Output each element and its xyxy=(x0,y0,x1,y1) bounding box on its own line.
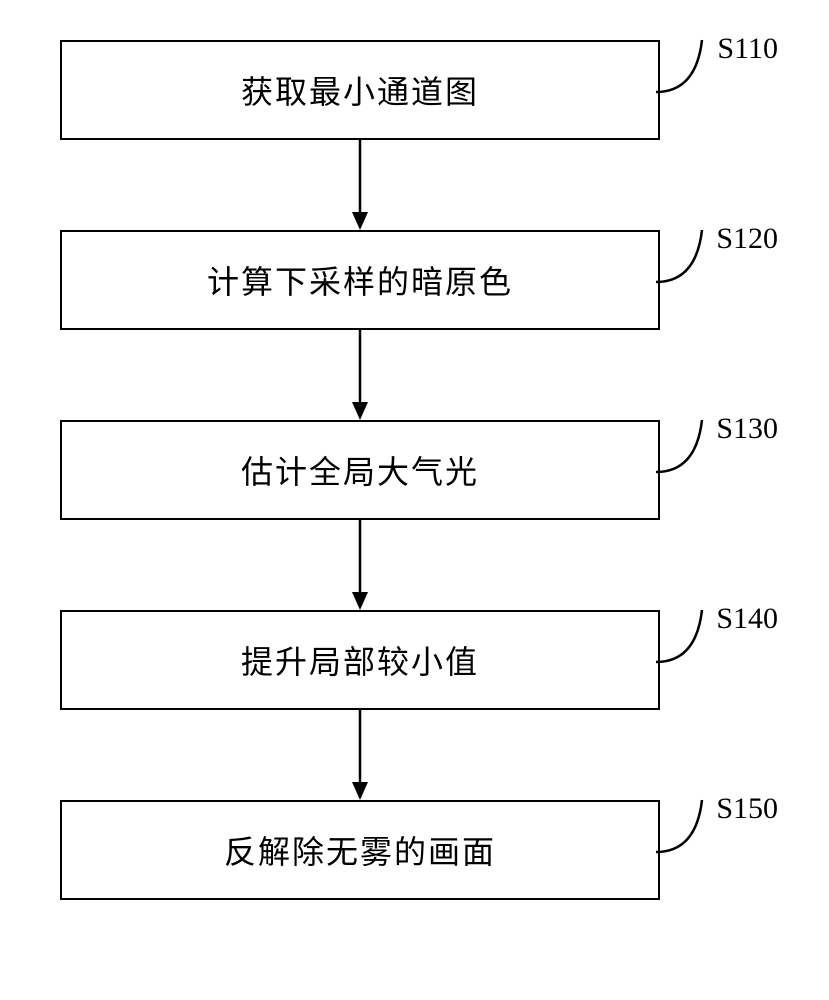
flow-arrow xyxy=(60,710,660,800)
flow-step-box: 估计全局大气光 S130 xyxy=(60,420,660,520)
connector-curve-icon xyxy=(654,224,714,289)
flow-step-box: 计算下采样的暗原色 S120 xyxy=(60,230,660,330)
flow-arrow xyxy=(60,140,660,230)
flow-step-box: 获取最小通道图 S110 xyxy=(60,40,660,140)
connector-curve-icon xyxy=(654,34,714,99)
flow-step-label: S130 xyxy=(716,412,778,446)
flow-step-label: S110 xyxy=(717,32,778,66)
flow-step-text: 提升局部较小值 xyxy=(241,637,479,683)
connector-curve-icon xyxy=(654,604,714,669)
flow-arrow xyxy=(60,330,660,420)
flow-step-box: 提升局部较小值 S140 xyxy=(60,610,660,710)
flow-step-text: 获取最小通道图 xyxy=(241,67,479,113)
flow-step-label: S120 xyxy=(716,222,778,256)
flow-step-text: 估计全局大气光 xyxy=(241,447,479,493)
connector-curve-icon xyxy=(654,414,714,479)
arrow-down-icon xyxy=(345,710,375,800)
arrow-down-icon xyxy=(345,520,375,610)
arrow-down-icon xyxy=(345,330,375,420)
flow-step-label: S140 xyxy=(716,602,778,636)
flow-arrow xyxy=(60,520,660,610)
flow-step-text: 反解除无雾的画面 xyxy=(224,827,496,873)
arrow-down-icon xyxy=(345,140,375,230)
flow-step-label: S150 xyxy=(716,792,778,826)
flow-step-text: 计算下采样的暗原色 xyxy=(207,257,513,303)
flowchart-container: 获取最小通道图 S110 计算下采样的暗原色 S120 估计全局大气光 S130 xyxy=(60,40,700,900)
connector-curve-icon xyxy=(654,794,714,859)
flow-step-box: 反解除无雾的画面 S150 xyxy=(60,800,660,900)
